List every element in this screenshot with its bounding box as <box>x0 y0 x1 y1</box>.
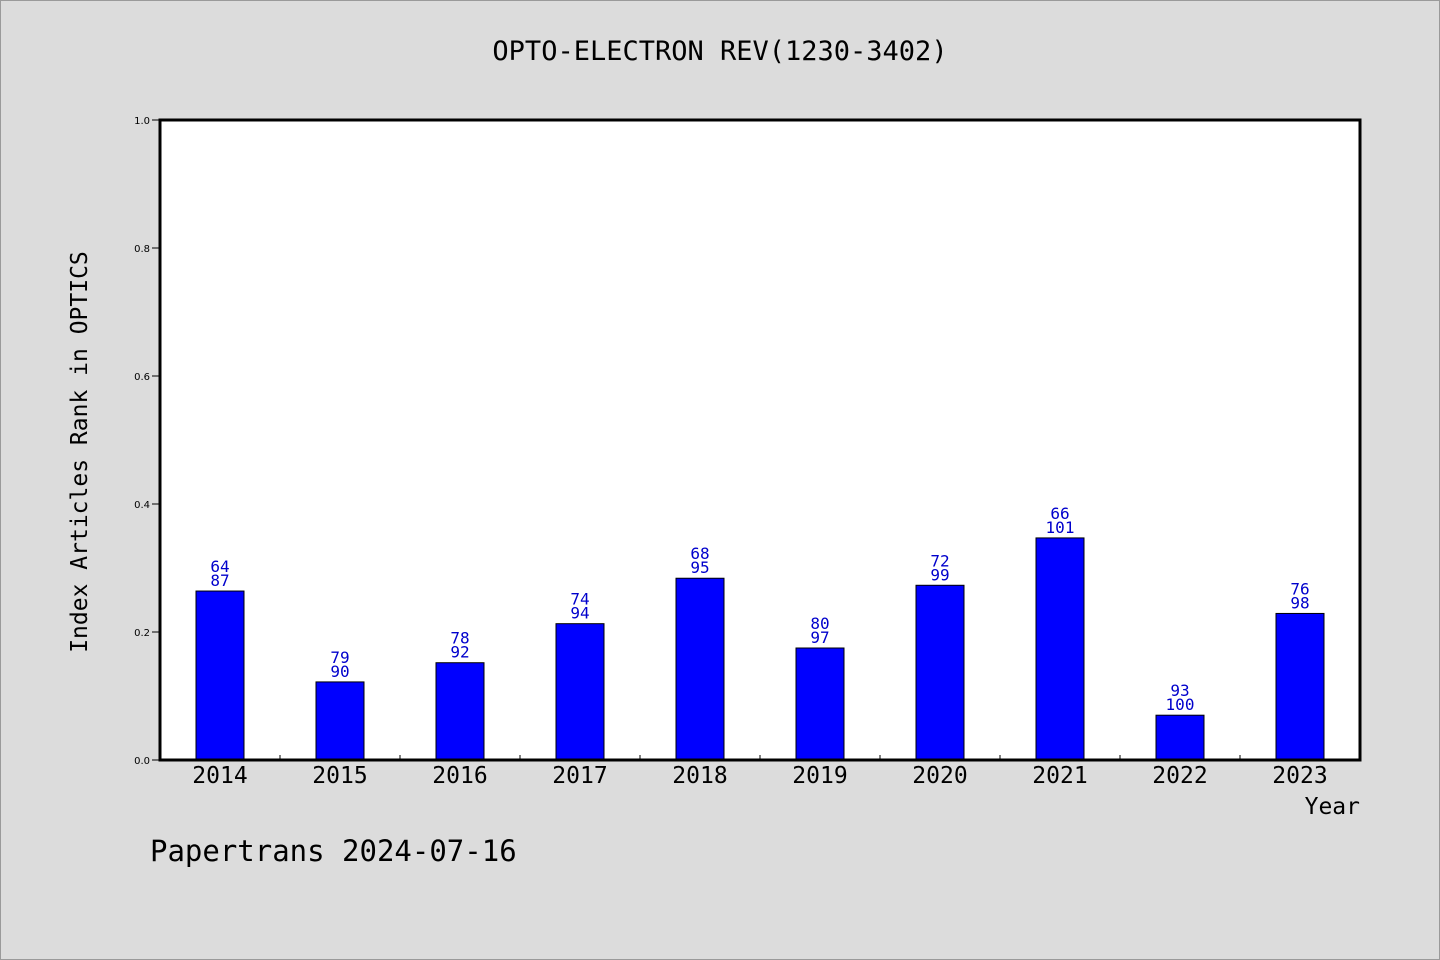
x-tick-label: 2021 <box>1032 763 1087 789</box>
x-axis-label: Year <box>1304 794 1360 820</box>
x-tick-label: 2014 <box>192 763 247 789</box>
x-tick-label: 2016 <box>432 763 487 789</box>
data-label-bottom: 95 <box>690 558 709 577</box>
y-tick-label: 0.2 <box>134 628 150 639</box>
bar <box>195 590 245 761</box>
bar <box>1035 537 1085 761</box>
data-label-bottom: 97 <box>810 628 829 647</box>
bar <box>915 584 965 761</box>
bar <box>1275 612 1325 761</box>
y-tick-label: 1.0 <box>134 116 150 127</box>
data-label-bottom: 98 <box>1290 593 1309 612</box>
footer-text: Papertrans 2024-07-16 <box>150 834 517 868</box>
bar <box>675 577 725 761</box>
data-label-bottom: 101 <box>1046 518 1075 537</box>
x-tick-label: 2022 <box>1152 763 1207 789</box>
y-tick-label: 0.8 <box>134 244 150 255</box>
bar <box>435 662 485 761</box>
x-tick-label: 2018 <box>672 763 727 789</box>
x-tick-label: 2015 <box>312 763 367 789</box>
data-label-bottom: 94 <box>570 604 589 623</box>
x-tick-label: 2020 <box>912 763 967 789</box>
data-label-bottom: 87 <box>210 571 229 590</box>
y-tick-label: 0.0 <box>134 756 150 767</box>
x-tick-label: 2019 <box>792 763 847 789</box>
data-label-bottom: 90 <box>330 662 349 681</box>
data-label-top: 64 <box>210 557 229 576</box>
x-tick-label: 2017 <box>552 763 607 789</box>
plot-area <box>160 120 1360 760</box>
data-label-top: 76 <box>1290 579 1309 598</box>
chart-title: OPTO-ELECTRON REV(1230-3402) <box>492 36 948 67</box>
data-label-top: 80 <box>810 614 829 633</box>
data-label-top: 74 <box>570 590 589 609</box>
data-label-top: 68 <box>690 544 709 563</box>
data-label-bottom: 100 <box>1166 695 1195 714</box>
plot-border <box>158 118 1362 762</box>
y-tick-label: 0.4 <box>134 500 150 511</box>
bar <box>795 647 845 761</box>
bar <box>1155 714 1205 761</box>
data-label-top: 79 <box>330 648 349 667</box>
data-label-bottom: 99 <box>930 565 949 584</box>
x-tick-label: 2023 <box>1272 763 1327 789</box>
bar <box>555 623 605 761</box>
y-tick-label: 0.6 <box>134 372 150 383</box>
data-label-bottom: 92 <box>450 643 469 662</box>
data-label-top: 66 <box>1050 504 1069 523</box>
bar <box>315 681 365 761</box>
data-label-top: 78 <box>450 629 469 648</box>
data-label-top: 93 <box>1170 681 1189 700</box>
data-label-top: 72 <box>930 551 949 570</box>
